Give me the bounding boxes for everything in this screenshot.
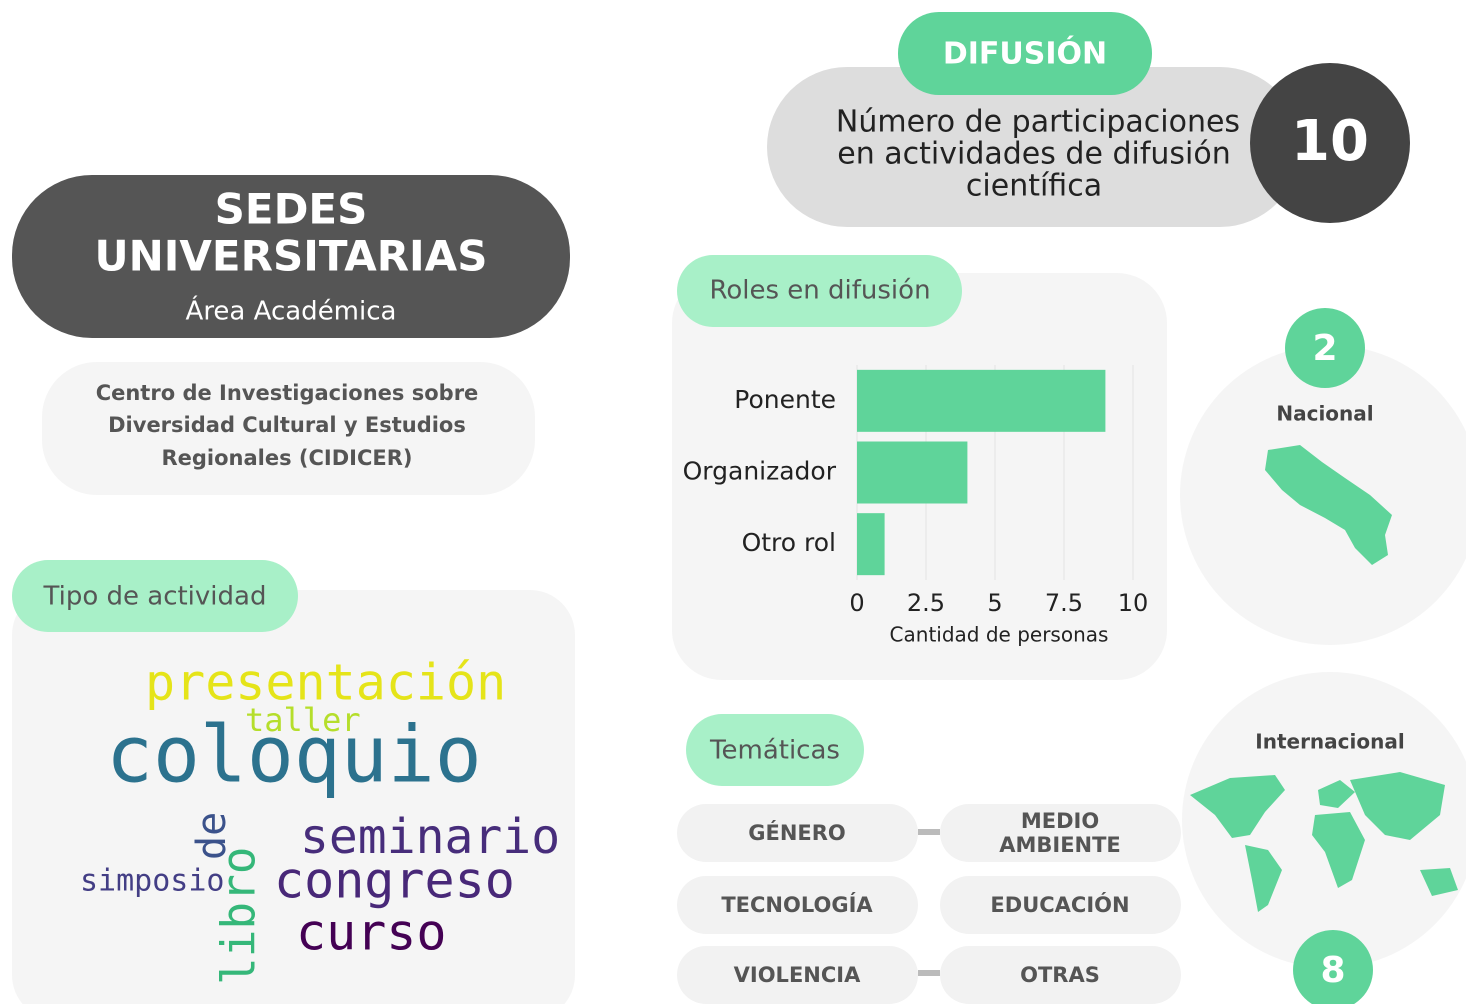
unit-box [42, 362, 535, 495]
bar [857, 441, 968, 504]
bar [857, 513, 885, 576]
topic-pill [677, 804, 918, 862]
word: simposio [80, 864, 225, 899]
topic-pill [940, 946, 1181, 1004]
connector [918, 829, 940, 835]
topic-label: MEDIO [1021, 809, 1099, 833]
word: taller [245, 701, 361, 739]
difusion-label: DIFUSIÓN [943, 35, 1107, 72]
x-tick-label: 10 [1118, 589, 1149, 617]
internacional-label: Internacional [1255, 730, 1404, 754]
label-pill [686, 714, 864, 786]
nacional-label: Nacional [1276, 402, 1373, 426]
y-tick-label: Otro rol [742, 528, 836, 557]
costa-rica-map [1265, 445, 1392, 565]
label-pill [12, 560, 298, 632]
difusion-description: en actividades de difusión [837, 137, 1231, 172]
section-label: Tipo de actividad [43, 582, 267, 612]
topic-pill [940, 804, 1181, 862]
label-pill [677, 255, 962, 327]
topic-label: AMBIENTE [999, 833, 1121, 857]
x-tick-label: 2.5 [907, 589, 945, 617]
bar [857, 369, 1106, 432]
wordcloud-panel [12, 590, 575, 1004]
word: libro [212, 847, 266, 985]
word: coloquio [106, 710, 482, 800]
header-title: SEDES [215, 185, 368, 234]
difusion-pill [898, 12, 1152, 95]
header-subtitle: Área Académica [186, 295, 397, 327]
count-circle [1293, 930, 1373, 1004]
word: curso [296, 904, 447, 962]
x-tick-label: 0 [849, 589, 864, 617]
topic-label: VIOLENCIA [734, 963, 861, 987]
topic-pill [940, 876, 1181, 934]
difusion-description: científica [966, 169, 1102, 204]
total-value: 10 [1291, 109, 1369, 174]
x-axis-title: Cantidad de personas [890, 623, 1109, 647]
topic-label: TECNOLOGÍA [721, 892, 873, 917]
y-tick-label: Ponente [734, 385, 836, 414]
header-title: UNIVERSITARIAS [95, 232, 488, 281]
count-circle [1285, 308, 1365, 388]
world-map [1190, 772, 1458, 912]
topic-pill [677, 946, 918, 1004]
topic-pill [677, 876, 918, 934]
x-tick-label: 7.5 [1045, 589, 1083, 617]
x-tick-label: 5 [987, 589, 1002, 617]
nacional-count: 2 [1312, 328, 1337, 369]
connector [918, 970, 940, 976]
y-tick-label: Organizador [683, 457, 837, 486]
unit-name: Diversidad Cultural y Estudios [108, 413, 466, 437]
word: presentación [145, 654, 506, 712]
topic-label: OTRAS [1020, 963, 1100, 987]
word: seminario [300, 809, 560, 865]
difusion-box [767, 67, 1300, 227]
section-label: Temáticas [709, 736, 840, 766]
topic-label: EDUCACIÓN [990, 892, 1129, 917]
unit-name: Centro de Investigaciones sobre [96, 381, 479, 405]
word: congreso [274, 852, 515, 910]
unit-name: Regionales (CIDICER) [161, 446, 412, 470]
total-circle [1250, 63, 1410, 223]
header-pill [12, 175, 570, 338]
word: de [189, 812, 235, 860]
internacional-count: 8 [1320, 950, 1345, 991]
difusion-description: Número de participaciones [836, 105, 1240, 140]
chart-title: Roles en difusión [709, 276, 930, 306]
topic-label: GÉNERO [748, 820, 846, 845]
